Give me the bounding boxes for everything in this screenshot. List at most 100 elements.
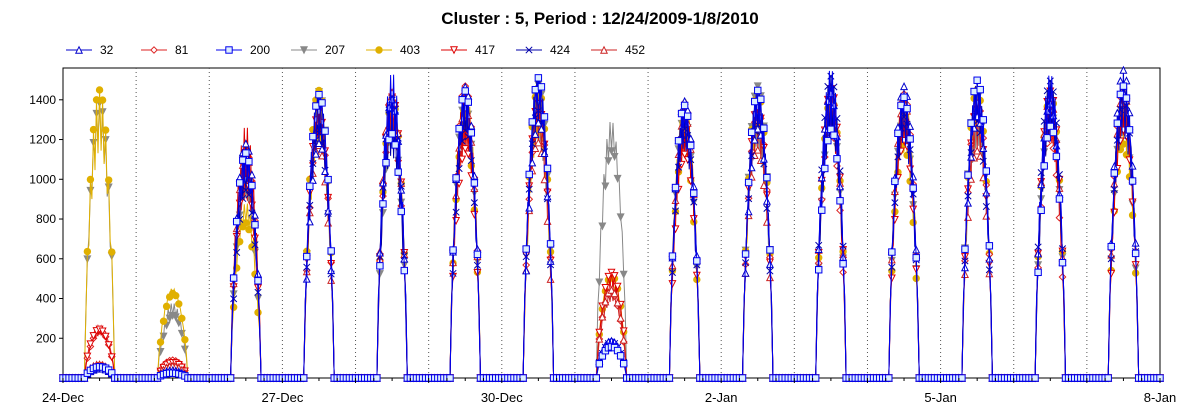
legend-marker [599, 45, 609, 54]
data-point [811, 374, 820, 382]
data-point [108, 248, 116, 256]
data-point [522, 245, 530, 253]
data-point [105, 176, 113, 184]
data-point [671, 207, 680, 215]
data-point [311, 149, 320, 158]
legend-marker [525, 46, 533, 54]
data-point [601, 284, 610, 293]
data-point [595, 334, 604, 343]
legend-label: 207 [325, 43, 345, 57]
data-point [394, 168, 402, 176]
data-point [595, 278, 604, 287]
data-point [970, 87, 978, 96]
data-point [236, 179, 244, 187]
legend-marker [225, 46, 233, 54]
data-point [601, 182, 610, 191]
data-point [741, 268, 750, 277]
data-point [92, 96, 101, 104]
data-point [239, 156, 247, 164]
data-point [104, 341, 113, 350]
data-point [537, 124, 546, 133]
data-point [815, 266, 823, 274]
data-point [546, 274, 555, 283]
data-point [312, 102, 320, 110]
data-point [531, 85, 540, 94]
y-tick-label: 1200 [29, 133, 56, 147]
data-point [1031, 374, 1039, 382]
data-point [172, 291, 180, 300]
data-point [1046, 122, 1054, 131]
legend-item: 207 [291, 43, 345, 57]
data-point [979, 116, 987, 124]
data-point [318, 144, 327, 153]
data-point [379, 200, 387, 208]
data-point [251, 241, 259, 249]
data-point [885, 374, 893, 382]
data-point [546, 240, 555, 248]
data-point [1113, 119, 1122, 127]
data-point [242, 186, 250, 194]
data-point [674, 137, 683, 145]
y-tick-label: 800 [36, 212, 56, 226]
x-tick-label: 8-Jan [1144, 390, 1177, 405]
data-point [985, 242, 994, 250]
data-point [159, 317, 168, 325]
data-point [693, 257, 701, 265]
data-point [245, 157, 253, 166]
data-point [1037, 206, 1045, 215]
data-point [309, 132, 317, 141]
data-point [1040, 162, 1048, 170]
data-point [318, 151, 327, 160]
data-point [248, 181, 256, 190]
data-point [1122, 94, 1131, 102]
x-tick-label: 5-Jan [924, 390, 957, 405]
data-point [1116, 90, 1125, 99]
data-point [98, 327, 107, 336]
data-point [467, 157, 475, 165]
legend-marker [299, 46, 309, 55]
data-point [836, 197, 844, 205]
data-point [1110, 185, 1118, 193]
data-point [763, 204, 771, 212]
data-point [458, 155, 467, 164]
data-point [531, 143, 540, 152]
data-point [1125, 126, 1134, 134]
data-point [181, 335, 189, 344]
data-point [245, 225, 253, 234]
data-point [230, 295, 238, 303]
data-point [766, 246, 774, 254]
data-point [449, 246, 457, 254]
data-point [531, 129, 540, 138]
data-point [242, 219, 250, 227]
legend-item: 200 [216, 43, 270, 57]
legend: 32 81 200 207 403 417 424 452 [66, 43, 645, 57]
data-point [455, 165, 463, 173]
data-point [747, 128, 756, 136]
data-point [967, 174, 976, 183]
data-point [537, 83, 546, 91]
data-point [610, 152, 619, 162]
y-tick-label: 1000 [29, 172, 56, 186]
data-point [242, 149, 250, 157]
data-point [1055, 171, 1063, 179]
data-point [300, 374, 308, 382]
data-point [613, 298, 622, 307]
legend-item: 452 [591, 43, 645, 57]
data-point [543, 164, 552, 173]
data-point [610, 289, 619, 298]
data-point [470, 199, 478, 207]
y-tick-label: 600 [36, 252, 56, 266]
data-point [464, 98, 472, 106]
data-point [95, 86, 104, 94]
data-point [820, 124, 829, 133]
data-point [180, 345, 189, 354]
legend-item: 424 [516, 43, 570, 57]
data-point [1104, 374, 1112, 382]
legend-label: 200 [250, 43, 270, 57]
data-point [229, 274, 238, 282]
legend-label: 424 [550, 43, 570, 57]
data-point [595, 360, 604, 368]
data-point [604, 272, 613, 281]
data-point [976, 85, 984, 94]
legend-label: 81 [175, 43, 189, 57]
